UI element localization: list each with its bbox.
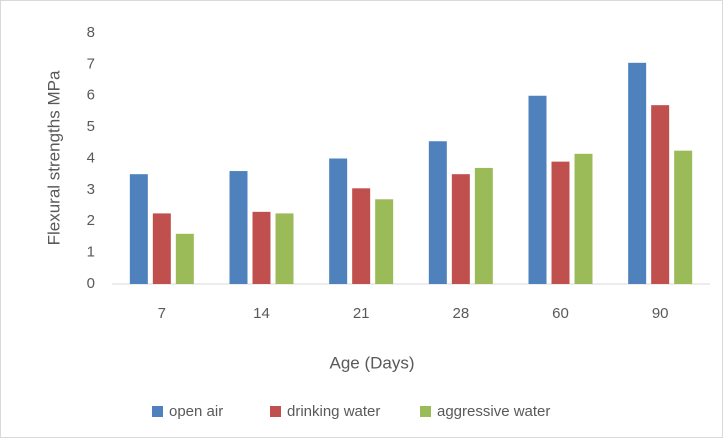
x-tick-label: 14 xyxy=(253,305,270,322)
y-tick-label: 6 xyxy=(87,87,95,104)
legend-swatch xyxy=(270,406,281,417)
bar xyxy=(275,213,294,284)
y-axis-title: Flexural strengths MPa xyxy=(44,70,63,245)
legend-label: aggressive water xyxy=(437,403,550,420)
bar xyxy=(428,141,447,284)
x-tick-label: 60 xyxy=(552,305,569,322)
y-tick-label: 0 xyxy=(87,275,95,292)
legend-swatch xyxy=(152,406,163,417)
y-tick-label: 1 xyxy=(87,244,95,261)
x-tick-label: 28 xyxy=(452,305,469,322)
y-tick-label: 7 xyxy=(87,55,95,72)
y-tick-label: 4 xyxy=(87,149,95,166)
bar xyxy=(229,171,248,284)
bar xyxy=(175,233,194,284)
y-tick-label: 3 xyxy=(87,181,95,198)
bar xyxy=(674,150,693,284)
legend-label: drinking water xyxy=(287,403,380,420)
legend-label: open air xyxy=(169,403,223,420)
bar xyxy=(152,213,171,284)
bar xyxy=(451,174,470,284)
bar xyxy=(352,188,371,284)
bar xyxy=(628,62,647,285)
bar xyxy=(329,158,348,284)
y-tick-label: 5 xyxy=(87,118,95,135)
bar xyxy=(551,161,570,284)
y-tick-label: 2 xyxy=(87,212,95,229)
x-tick-label: 21 xyxy=(353,305,370,322)
x-tick-label: 90 xyxy=(652,305,669,322)
legend: open air drinking water aggressive water xyxy=(152,403,550,420)
y-tick-label: 8 xyxy=(87,24,95,41)
bar xyxy=(129,174,148,284)
bar xyxy=(474,167,493,284)
bar xyxy=(375,199,394,284)
bar xyxy=(651,105,670,284)
x-tick-label: 7 xyxy=(158,305,166,322)
x-axis-title: Age (Days) xyxy=(329,353,414,372)
legend-swatch xyxy=(420,406,431,417)
bar xyxy=(528,95,547,284)
bar xyxy=(252,211,271,284)
bar xyxy=(574,153,593,284)
